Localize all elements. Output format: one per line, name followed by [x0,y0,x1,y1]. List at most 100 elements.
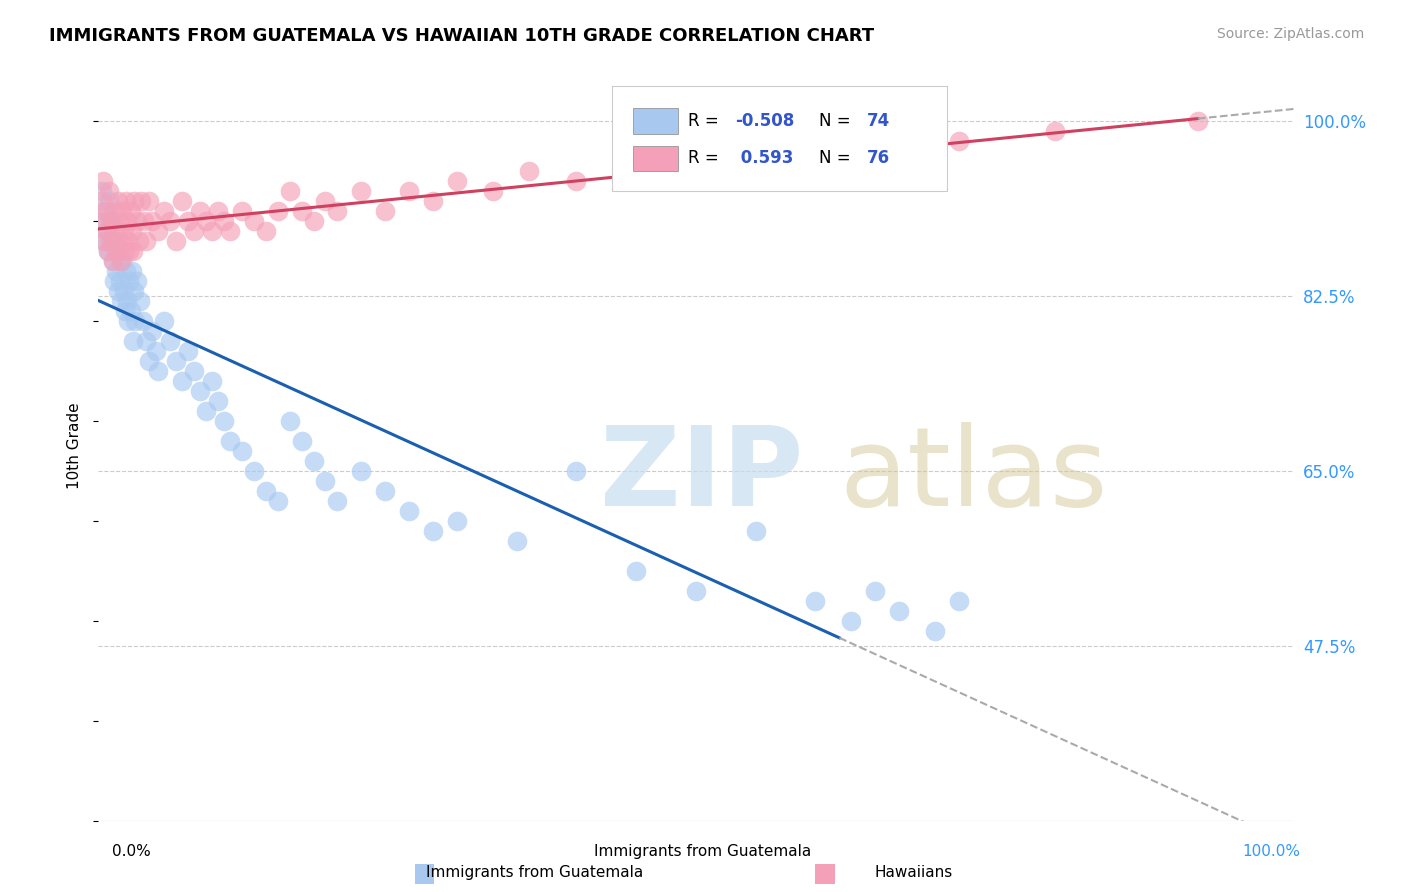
Point [177,214,200,228]
Point [96,224,118,238]
Point [804,594,827,608]
Point [122,334,145,348]
Text: 74: 74 [868,112,890,130]
Point [117,234,139,248]
Point [326,494,349,508]
Point [841,614,863,628]
Point [398,504,420,518]
Point [101,254,124,268]
Bar [633,145,678,171]
Point [183,364,205,378]
Text: Hawaiians: Hawaiians [875,865,953,880]
Point [446,174,468,188]
Point [350,464,373,478]
Point [120,304,142,318]
Point [148,224,170,238]
Point [315,474,337,488]
Point [105,244,128,259]
FancyBboxPatch shape [613,87,948,191]
Point [91,214,114,228]
Point [91,184,114,198]
Point [745,524,768,538]
Point [114,304,136,318]
Point [112,224,135,238]
Point [145,344,167,359]
Point [121,224,143,238]
Point [865,583,887,598]
Point [302,214,325,228]
Point [172,194,194,209]
Y-axis label: 10th Grade: 10th Grade [67,402,83,490]
Point [108,274,131,288]
Point [661,154,683,169]
Point [94,204,117,219]
Point [135,334,157,348]
Point [97,244,120,259]
Point [153,204,176,219]
Bar [633,108,678,134]
Point [517,164,540,178]
Point [118,244,141,259]
Text: N =: N = [820,112,856,130]
Text: ZIP: ZIP [600,423,804,530]
Point [183,224,205,238]
Text: 0.593: 0.593 [735,149,794,168]
Point [165,354,187,368]
Point [125,274,148,288]
Point [212,414,235,428]
Point [422,194,444,209]
Point [482,184,505,198]
Point [398,184,420,198]
Point [195,214,218,228]
Point [132,214,155,228]
Point [98,194,121,209]
Point [278,414,301,428]
Point [177,344,200,359]
Point [231,204,253,219]
Text: Source: ZipAtlas.com: Source: ZipAtlas.com [1216,27,1364,41]
Point [107,194,129,209]
Point [207,394,229,409]
Point [852,154,875,169]
Point [111,254,134,268]
Point [98,214,122,228]
Point [104,234,127,248]
Point [98,234,122,248]
Point [709,164,731,178]
Point [243,464,266,478]
Point [374,204,396,219]
Text: 76: 76 [868,149,890,168]
Point [107,214,129,228]
Text: atlas: atlas [839,423,1108,530]
Point [326,204,349,219]
Point [254,483,277,498]
Point [115,194,138,209]
Point [115,214,138,228]
Text: 0.0%: 0.0% [112,845,152,859]
Point [219,434,242,448]
Point [231,444,253,458]
Point [128,234,150,248]
Text: 100.0%: 100.0% [1243,845,1301,859]
Text: R =: R = [688,112,724,130]
Point [122,244,145,259]
Point [804,145,827,159]
Point [93,234,115,248]
Point [201,224,224,238]
Point [172,374,194,388]
Point [98,184,121,198]
Point [138,194,160,209]
Point [91,204,114,219]
Point [159,214,181,228]
Point [94,214,117,228]
Point [302,454,325,468]
Point [141,324,163,338]
Text: N =: N = [820,149,856,168]
Point [97,244,120,259]
Text: Immigrants from Guatemala: Immigrants from Guatemala [595,845,811,859]
Point [350,184,373,198]
Point [112,284,135,298]
Point [685,583,707,598]
Point [115,294,138,309]
Point [103,274,125,288]
